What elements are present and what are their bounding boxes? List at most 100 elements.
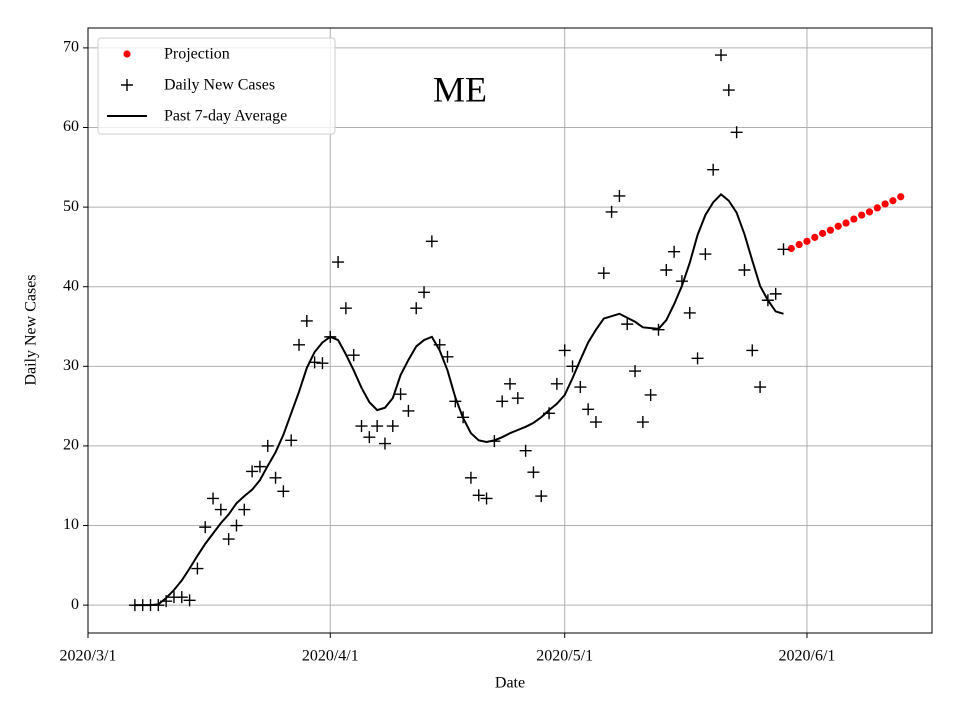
case-marker [527,466,540,479]
case-marker [746,344,759,357]
x-axis-label: Date [495,675,525,692]
projection-point [881,200,889,208]
case-marker [683,306,696,319]
case-marker [691,352,704,365]
case-marker [183,594,196,607]
case-marker [371,420,384,433]
y-tick-label: 10 [63,516,79,533]
case-marker [300,314,313,327]
case-marker [230,519,243,532]
case-marker [277,485,290,498]
case-marker [699,248,712,261]
projection-point [834,222,842,230]
plot-area [128,49,905,612]
projection-point [865,208,874,216]
case-marker [511,392,524,405]
y-tick-label: 70 [63,39,79,56]
case-marker [636,416,649,429]
case-marker [504,377,516,390]
projection-point [818,229,827,237]
projection-point [795,240,803,249]
case-marker [386,420,399,433]
case-marker [355,420,368,433]
average-line [134,193,784,607]
projection-point [873,204,881,212]
case-marker [441,350,454,363]
case-marker [738,264,751,276]
case-marker [519,444,532,457]
case-marker [644,388,657,401]
legend-label: Past 7-day Average [164,108,287,125]
case-marker [339,302,352,315]
case-marker [238,503,251,516]
case-marker [621,318,634,331]
case-marker [550,377,563,390]
case-marker [222,533,235,546]
projection-point [826,226,835,234]
y-tick-label: 50 [63,198,79,215]
case-marker [566,360,579,373]
case-marker [175,591,188,604]
case-marker [582,403,595,416]
case-marker [472,489,485,502]
case-marker [347,349,360,362]
y-tick-label: 20 [63,437,79,454]
case-marker [707,163,720,176]
legend-swatch [123,50,131,58]
case-marker [214,503,227,516]
case-marker [668,245,681,258]
legend-box [97,37,336,135]
case-marker [207,492,220,505]
case-marker [558,344,571,357]
case-marker [394,388,407,401]
case-marker [293,338,305,351]
case-marker [425,235,438,248]
y-tick-label: 40 [63,277,79,294]
projection-point [858,211,866,219]
case-marker [285,434,298,447]
case-marker [605,205,618,218]
axes-frame [87,27,933,634]
y-axis-label: Daily New Cases [23,274,40,385]
case-marker [754,381,767,394]
projection-point [850,215,858,223]
case-marker [777,243,790,256]
legend-label: Projection [164,46,230,63]
case-marker [378,437,391,450]
legend-label: Daily New Cases [164,77,275,94]
projection-point [811,233,819,241]
case-marker [769,287,782,300]
case-marker [332,256,345,269]
case-marker [574,381,587,394]
case-marker [629,365,642,378]
case-marker [480,492,493,505]
case-marker [246,465,259,478]
case-marker [410,302,423,315]
case-marker [191,562,204,575]
x-tick-label: 2020/6/1 [779,648,836,665]
x-tick-label: 2020/4/1 [302,648,359,665]
y-tick-label: 0 [71,596,79,613]
case-marker [535,490,548,503]
legend-swatch [121,79,133,91]
annotation: ME [433,69,487,109]
case-marker [464,471,477,484]
case-marker [496,395,509,408]
case-marker [269,471,282,484]
projection-point [787,244,795,253]
case-marker [715,49,727,62]
case-marker [722,84,735,97]
case-marker [261,439,274,452]
case-marker [253,460,266,473]
projection-point [803,237,811,245]
y-tick-label: 30 [63,357,79,374]
x-tick-label: 2020/5/1 [536,648,593,665]
case-marker [597,267,610,280]
x-tick-label: 2020/3/1 [60,648,117,665]
legend: Projection Daily New Cases Past 7-day Aver… [97,37,336,135]
case-marker [199,521,212,534]
case-marker [730,126,743,139]
case-marker [589,416,602,429]
case-marker [363,431,376,444]
